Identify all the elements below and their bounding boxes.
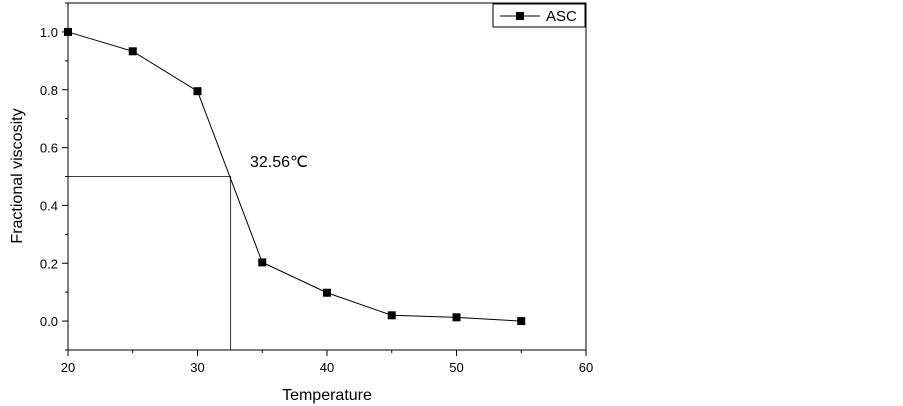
x-tick-label: 50 [449,360,463,375]
y-tick-label: 0.0 [40,314,58,329]
y-tick-label: 0.8 [40,83,58,98]
y-tick-label: 1.0 [40,25,58,40]
x-tick-label: 20 [61,360,75,375]
y-axis-title: Fractional viscosity [9,108,26,243]
legend: ASC [492,3,586,28]
series-markers-asc [64,27,526,326]
legend-label-asc: ASC [546,8,577,25]
legend-marker-sample [516,12,524,20]
series-polyline [67,31,522,322]
y-axis-ticks: 0.0 0.2 0.4 0.6 0.8 1.0 [40,2,68,351]
data-point-marker [258,258,267,267]
data-point-marker [64,27,72,36]
series-line-asc [67,31,522,322]
threshold-guide-lines [68,176,232,350]
x-tick-label: 60 [579,360,593,375]
data-point-marker [128,47,137,56]
data-point-marker [452,313,461,322]
data-point-marker [517,317,526,326]
data-point-marker [323,288,331,297]
y-tick-label: 0.2 [40,256,58,271]
data-point-marker [387,311,396,320]
data-point-marker [193,87,202,96]
x-tick-label: 40 [320,360,334,375]
x-tick-label: 30 [190,360,204,375]
x-axis-ticks: 20 30 40 50 60 [61,350,593,375]
y-tick-label: 0.4 [40,198,58,213]
y-tick-label: 0.6 [40,141,58,156]
x-axis-title: Temperature [282,387,372,404]
annotation-label: 32.56℃ [250,154,308,171]
